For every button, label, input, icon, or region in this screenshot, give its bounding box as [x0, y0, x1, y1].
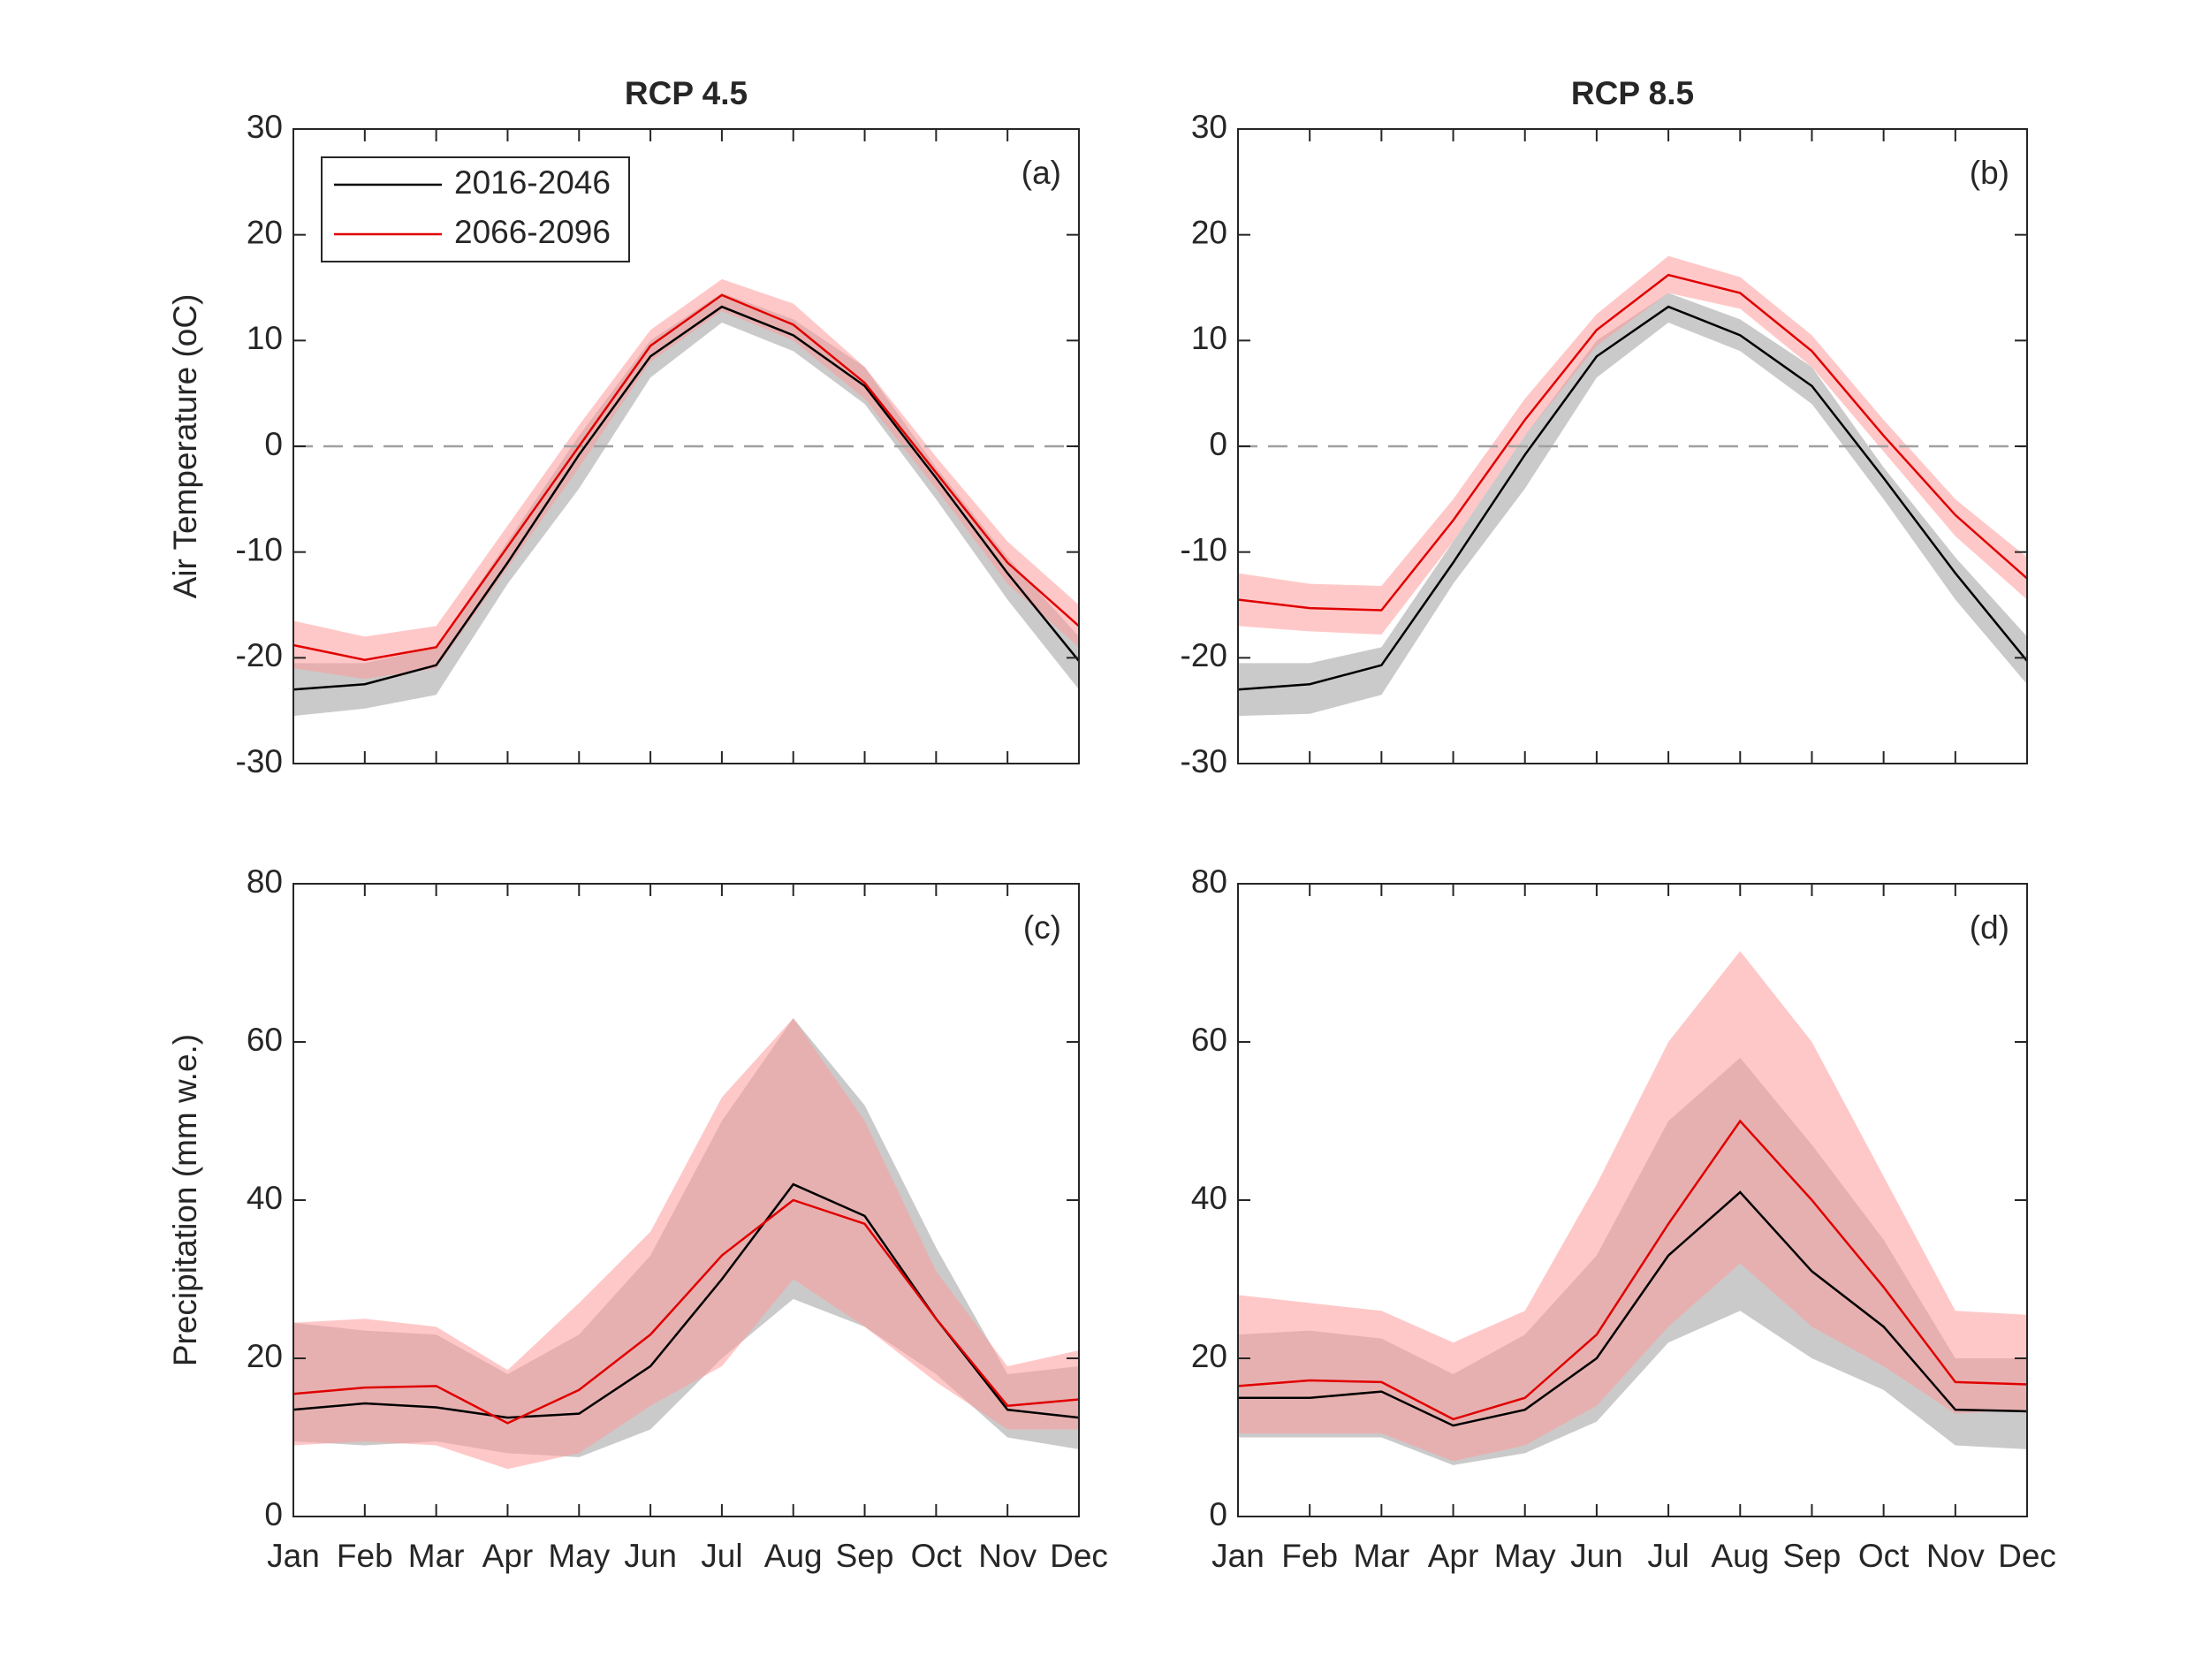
y-tick-label: 20	[1191, 1338, 1227, 1374]
y-tick-label: 20	[1191, 214, 1227, 250]
panel-label: (d)	[1970, 909, 2009, 946]
y-tick-label: 0	[1209, 426, 1227, 462]
y-tick-label: 30	[1191, 109, 1227, 145]
x-tick-label: Jun	[624, 1538, 677, 1574]
y-tick-label: 40	[1191, 1180, 1227, 1216]
line	[1237, 273, 2028, 612]
band	[1238, 293, 2027, 717]
band	[293, 278, 1079, 680]
panel-label: (a)	[1021, 155, 1061, 191]
y-tick-label: 60	[247, 1022, 283, 1058]
y-tick-label: 20	[247, 214, 283, 250]
y-tick-label: 60	[1191, 1022, 1227, 1058]
line	[292, 293, 1080, 661]
line	[1237, 1119, 2028, 1421]
x-tick-label: Jul	[701, 1538, 742, 1574]
y-tick-label: -10	[1181, 531, 1227, 567]
y-tick-label: -30	[236, 743, 283, 779]
x-tick-label: Jan	[267, 1538, 320, 1574]
y-tick-label: -30	[1181, 743, 1227, 779]
x-tick-label: Sep	[836, 1538, 894, 1574]
x-tick-label: Nov	[1926, 1538, 1985, 1574]
y-tick-label: 0	[264, 1496, 283, 1532]
x-tick-label: Feb	[337, 1538, 393, 1574]
y-axis-label: Air Temperature (oC)	[167, 294, 203, 599]
x-tick-label: Jul	[1647, 1538, 1689, 1574]
x-tick-label: Mar	[408, 1538, 465, 1574]
y-tick-label: 80	[247, 863, 283, 900]
y-tick-label: 20	[247, 1338, 283, 1374]
line	[1238, 1190, 2028, 1427]
y-tick-label: -10	[236, 531, 283, 567]
y-tick-label: 10	[1191, 320, 1227, 356]
x-tick-label: Aug	[764, 1538, 823, 1574]
panel-label: (b)	[1970, 155, 2009, 191]
x-tick-label: Feb	[1281, 1538, 1338, 1574]
x-tick-label: Mar	[1353, 1538, 1409, 1574]
panel-label: (c)	[1023, 909, 1061, 946]
x-tick-label: Dec	[1998, 1538, 2056, 1574]
legend-label: 2066-2096	[454, 214, 611, 250]
x-tick-label: Jun	[1570, 1538, 1623, 1574]
x-tick-label: Apr	[1428, 1538, 1479, 1574]
y-tick-label: 40	[247, 1180, 283, 1216]
line	[1237, 305, 2028, 691]
line	[292, 1198, 1080, 1425]
y-tick-label: 10	[247, 320, 283, 356]
legend-box	[321, 156, 630, 262]
x-tick-label: Sep	[1783, 1538, 1842, 1574]
y-tick-label: 30	[247, 109, 283, 145]
x-tick-label: May	[1494, 1538, 1556, 1574]
band	[1238, 255, 2027, 635]
x-tick-label: Jan	[1211, 1538, 1264, 1574]
x-tick-label: Oct	[1858, 1538, 1910, 1574]
x-tick-label: Apr	[482, 1538, 534, 1574]
x-tick-label: May	[548, 1538, 610, 1574]
y-tick-label: 80	[1191, 863, 1227, 900]
x-tick-label: Aug	[1711, 1538, 1769, 1574]
y-axis-label: Precipitation (mm w.e.)	[167, 1034, 203, 1366]
x-tick-label: Dec	[1050, 1538, 1108, 1574]
y-tick-label: 0	[1209, 1496, 1227, 1532]
y-tick-label: -20	[1181, 637, 1227, 673]
legend-label: 2016-2046	[454, 164, 611, 201]
band	[293, 1018, 1079, 1470]
panel-title: RCP 4.5	[625, 75, 748, 111]
x-tick-label: Nov	[978, 1538, 1037, 1574]
band	[1238, 951, 2027, 1462]
panel-title: RCP 8.5	[1571, 75, 1694, 111]
line	[292, 305, 1080, 691]
y-tick-label: -20	[236, 637, 283, 673]
y-tick-label: 0	[264, 426, 283, 462]
x-tick-label: Oct	[911, 1538, 962, 1574]
